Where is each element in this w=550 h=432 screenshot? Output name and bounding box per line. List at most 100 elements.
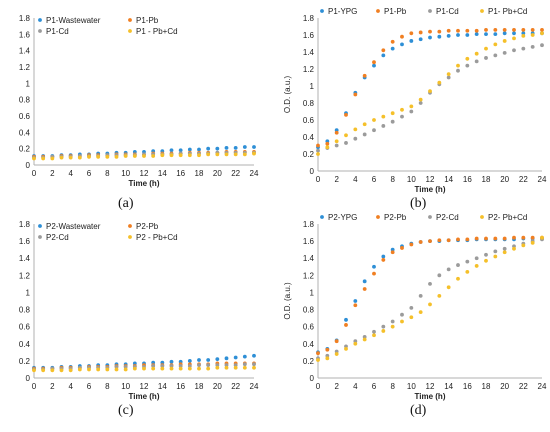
data-point: [151, 366, 156, 371]
x-tick-label: 8: [390, 382, 395, 391]
y-tick-label: 0.2: [19, 357, 31, 366]
series-4: [316, 235, 544, 362]
x-axis-label: Time (h): [415, 185, 446, 194]
y-tick-label: 0.6: [303, 116, 315, 125]
x-tick-label: 0: [32, 169, 37, 178]
x-tick-label: 10: [121, 382, 130, 391]
y-tick-label: 0.4: [303, 133, 315, 142]
data-point: [316, 358, 320, 362]
data-point: [381, 254, 386, 259]
legend-marker: [428, 215, 432, 219]
data-point: [252, 365, 256, 370]
data-point: [540, 31, 544, 36]
data-point: [242, 145, 247, 149]
data-point: [233, 365, 238, 370]
data-point: [418, 293, 423, 298]
y-tick-label: 1.8: [19, 220, 31, 229]
data-point: [316, 152, 320, 156]
x-tick-label: 22: [519, 382, 528, 391]
data-point: [418, 30, 423, 35]
data-point: [446, 238, 451, 243]
data-point: [390, 111, 395, 116]
y-axis-label: O.D. (a.u.): [283, 75, 292, 113]
data-point: [493, 28, 498, 32]
data-point: [465, 28, 470, 33]
data-point: [530, 235, 535, 240]
x-tick-label: 24: [538, 175, 547, 184]
data-point: [390, 250, 395, 255]
data-point: [530, 28, 535, 32]
data-point: [409, 31, 414, 36]
y-tick-label: 0.6: [19, 323, 31, 332]
x-tick-label: 2: [334, 175, 339, 184]
data-point: [362, 279, 367, 284]
y-tick-label: 1.2: [19, 271, 31, 280]
data-point: [252, 145, 256, 149]
data-point: [381, 258, 386, 262]
data-point: [400, 107, 404, 112]
data-point: [169, 366, 174, 371]
x-tick-label: 20: [213, 382, 222, 391]
y-tick-label: 1.4: [19, 254, 31, 263]
y-tick-label: 0.6: [19, 112, 31, 121]
data-point: [493, 32, 498, 37]
data-point: [437, 29, 442, 34]
panel-label-c: (c): [118, 403, 134, 418]
data-point: [502, 39, 507, 43]
legend-marker: [376, 9, 380, 13]
data-point: [540, 235, 544, 240]
x-axis-label: Time (h): [129, 392, 160, 401]
x-tick-label: 16: [463, 175, 472, 184]
x-tick-label: 12: [426, 382, 435, 391]
data-point: [372, 271, 376, 276]
data-point: [206, 366, 211, 371]
data-point: [334, 130, 339, 135]
data-point: [465, 270, 470, 274]
data-point: [344, 133, 348, 138]
x-tick-label: 10: [407, 175, 416, 184]
y-tick-label: 1.8: [19, 14, 31, 23]
data-point: [512, 235, 516, 240]
data-point: [206, 152, 211, 157]
data-point: [409, 242, 414, 247]
data-point: [418, 240, 423, 244]
legend-label: P2-Pb: [136, 222, 159, 231]
data-point: [59, 155, 64, 160]
data-point: [484, 46, 488, 51]
chart-panel-c: 00.20.40.60.811.21.41.61.80 2 4 6 8 10 12 14 16 1…: [19, 220, 259, 401]
y-tick-label: 0.8: [19, 96, 31, 105]
data-point: [242, 354, 247, 359]
data-point: [418, 101, 423, 105]
data-point: [353, 303, 358, 308]
legend: P2-YPG P2-Pb P2-Cd P2- Pb+Cd: [320, 213, 527, 222]
data-point: [521, 28, 526, 32]
x-tick-label: 18: [195, 382, 204, 391]
x-tick-label: 2: [334, 382, 339, 391]
data-point: [446, 72, 451, 76]
data-point: [465, 33, 470, 37]
data-point: [41, 368, 46, 373]
data-point: [446, 75, 451, 80]
data-point: [68, 368, 73, 373]
legend-marker: [320, 9, 324, 13]
data-point: [372, 128, 376, 133]
data-point: [540, 43, 544, 48]
data-point: [521, 46, 526, 51]
x-tick-label: 4: [68, 382, 73, 391]
x-tick-label: 18: [482, 382, 491, 391]
x-tick-label: 4: [68, 169, 73, 178]
data-point: [437, 273, 442, 278]
legend-marker: [480, 9, 484, 13]
x-tick-label: 8: [105, 382, 110, 391]
legend-label: P1 - Pb+Cd: [136, 27, 178, 36]
legend-label: P1-YPG: [328, 7, 357, 16]
legend-marker: [480, 215, 484, 219]
y-tick-label: 1.6: [19, 30, 31, 39]
panel-label-a: (a): [118, 196, 134, 211]
data-point: [77, 155, 82, 160]
data-point: [521, 33, 526, 38]
series-4: [32, 365, 256, 373]
y-tick-label: 1.2: [19, 63, 31, 72]
data-point: [142, 154, 146, 158]
